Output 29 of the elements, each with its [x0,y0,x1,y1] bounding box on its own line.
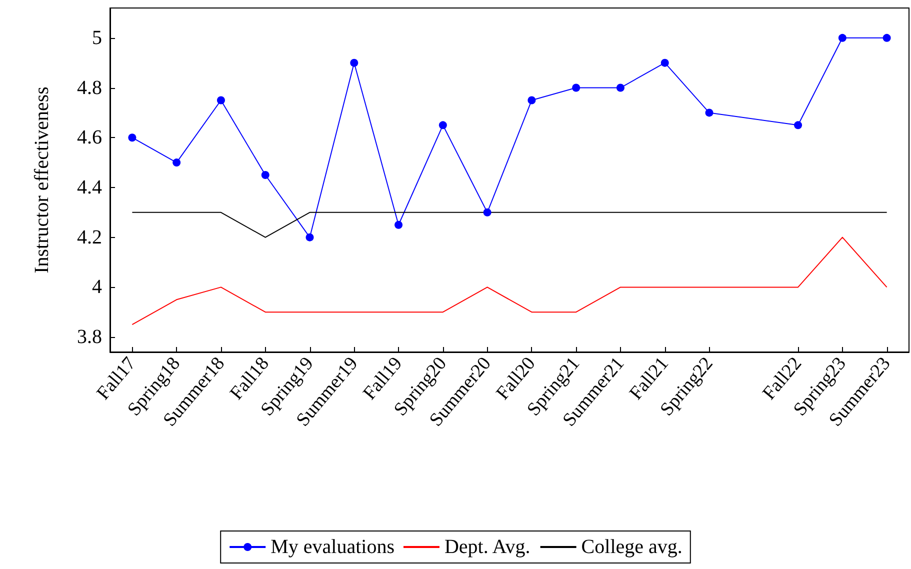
point [172,158,181,167]
point [838,34,846,42]
point [572,84,580,92]
point [350,58,358,67]
y-axis-title: Instructor effectiveness [31,86,53,274]
point [306,233,314,242]
y-tick-label: 3.8 [77,326,102,348]
point [128,134,136,142]
point [483,208,492,216]
point [438,121,447,130]
point [216,96,225,104]
point [616,84,624,92]
y-tick-label: 4.6 [77,126,102,149]
y-tick-label: 4.4 [77,176,102,198]
point [261,171,270,180]
point [528,96,536,104]
point [794,121,802,130]
line-series [132,236,888,326]
y-tick-label: 4 [92,276,102,298]
y-tick-label: 4.8 [77,76,102,99]
legend-label: College avg. [581,536,682,558]
y-tick-label: 4.2 [77,226,102,248]
point [705,108,714,117]
point [394,220,403,229]
point [660,58,669,67]
point [882,34,891,42]
legend-label: My evaluations [270,536,395,558]
y-tick-label: 5 [92,26,102,49]
legend-label: Dept. Avg. [444,536,530,558]
